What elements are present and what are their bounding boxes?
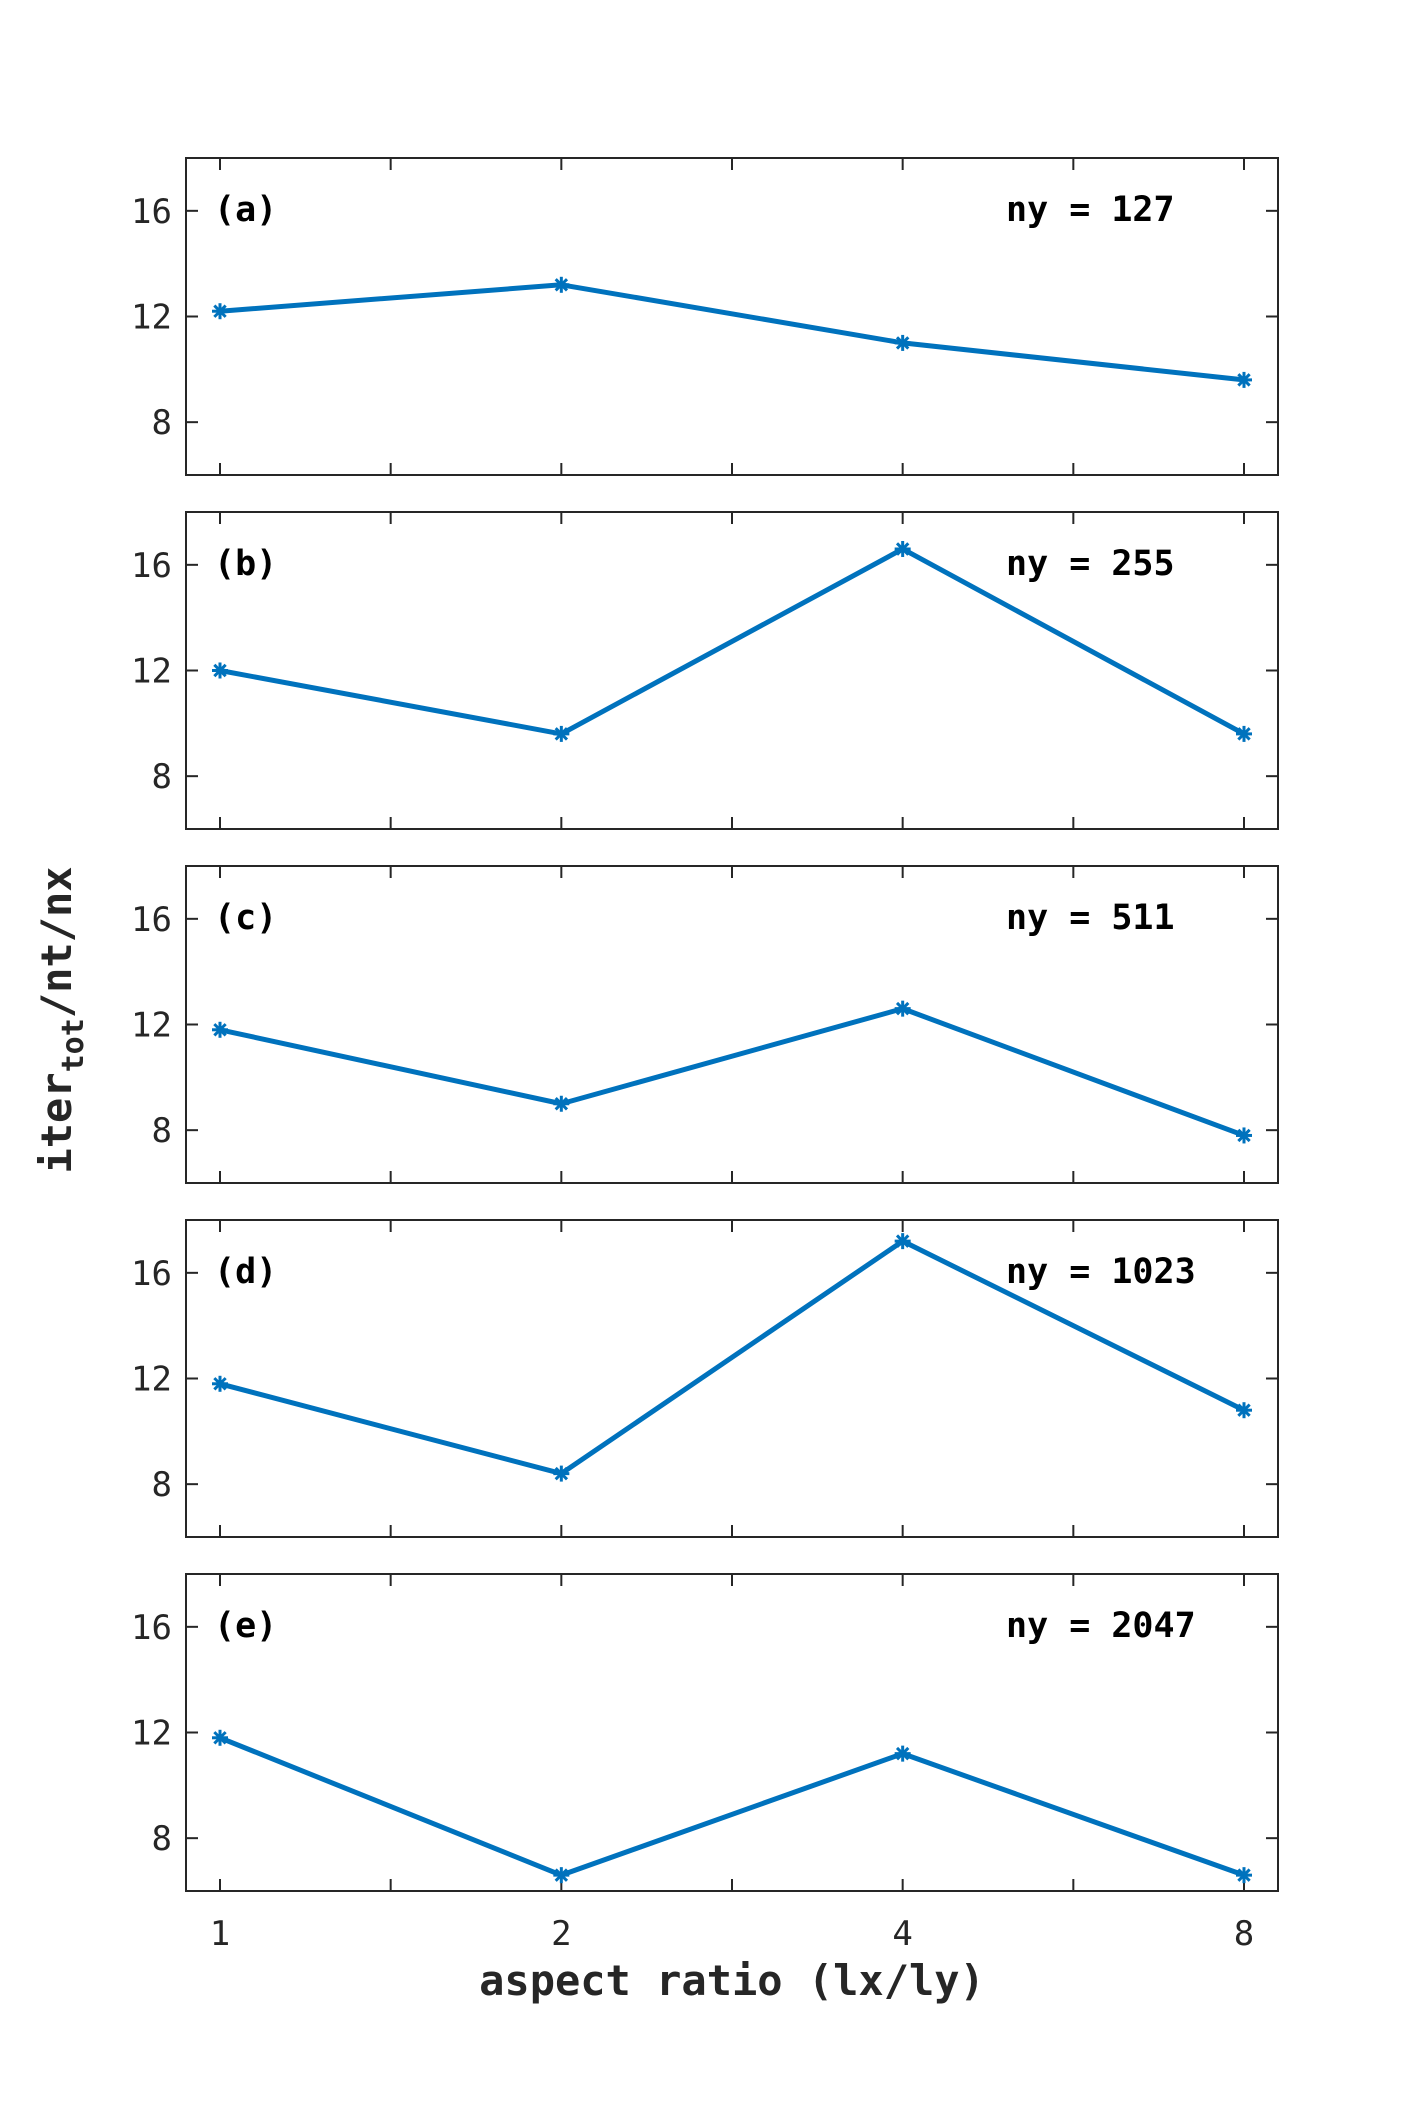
y-tick-label: 12 (131, 1006, 172, 1046)
x-tick-label: 1 (210, 1914, 230, 1954)
y-tick-label: 8 (152, 757, 172, 797)
data-point-stroke (213, 1023, 227, 1037)
data-point-stroke (895, 1001, 910, 1016)
data-point (1236, 371, 1252, 388)
series-line (219, 282, 1245, 383)
data-point (1236, 1402, 1252, 1419)
data-point (553, 1867, 570, 1884)
y-tick-label: 12 (131, 1360, 172, 1400)
panel-label: (b) (214, 544, 277, 584)
data-point-stroke (895, 1746, 910, 1761)
data-point-stroke (213, 1377, 227, 1391)
y-tick-label: 16 (131, 1254, 172, 1294)
y-axis-title-sub: tot (56, 1018, 91, 1072)
y-tick-label: 16 (131, 1608, 172, 1648)
data-point (212, 303, 228, 320)
panel-label: (d) (214, 1252, 277, 1292)
data-point (553, 1465, 570, 1482)
panel-e: 8 12 16 (e) ny = 2047 (131, 1573, 1279, 1892)
data-point-stroke (1237, 373, 1251, 387)
data-point-stroke (213, 663, 227, 678)
series-line (219, 1238, 1246, 1477)
data-point (1236, 1867, 1252, 1884)
data-point-stroke (554, 1868, 569, 1882)
panel-annotation: ny = 255 (1006, 544, 1175, 584)
y-tick-label: 12 (131, 298, 172, 338)
panel-annotation: ny = 1023 (1006, 1252, 1196, 1292)
y-tick-label: 8 (152, 1465, 172, 1505)
data-point (212, 1729, 228, 1746)
x-tick-label: 2 (551, 1914, 571, 1954)
y-tick-label: 12 (131, 1714, 172, 1754)
panel-label: (c) (214, 898, 277, 938)
y-tick-label: 8 (152, 1111, 172, 1151)
y-tick-label: 8 (152, 1819, 172, 1859)
data-point (1236, 1127, 1252, 1144)
y-tick-label: 12 (131, 652, 172, 692)
y-axis-title-rest: /nt/nx (32, 866, 81, 1018)
data-point-stroke (554, 727, 569, 741)
data-point-stroke (213, 1731, 227, 1745)
series-line (219, 1006, 1245, 1138)
data-point (553, 1095, 570, 1112)
data-point-stroke (895, 542, 910, 556)
data-point (553, 276, 570, 293)
panel-label: (e) (214, 1606, 277, 1646)
data-point-stroke (213, 304, 227, 318)
y-axis-title-main: iter (32, 1072, 81, 1173)
data-point (894, 1745, 911, 1762)
data-point-stroke (554, 278, 569, 292)
data-point (1236, 725, 1252, 742)
axes-box (185, 157, 1279, 476)
data-point-stroke (1237, 727, 1251, 741)
data-point-stroke (895, 1234, 910, 1248)
series-line (219, 1735, 1245, 1878)
y-axis-title: itertot/nt/nx (32, 866, 91, 1173)
panel-annotation: ny = 2047 (1006, 1606, 1196, 1646)
data-point-stroke (1237, 1128, 1251, 1143)
data-point (212, 1375, 228, 1392)
data-point (894, 334, 911, 351)
data-point-stroke (1237, 1868, 1251, 1882)
y-tick-label: 16 (131, 900, 172, 940)
axes-box (185, 1219, 1279, 1538)
axes-box (185, 865, 1279, 1184)
data-point-stroke (554, 1097, 569, 1111)
y-tick-label: 8 (152, 403, 172, 443)
x-tick-label: 4 (892, 1914, 912, 1954)
x-tick-label: 8 (1234, 1914, 1254, 1954)
panel-b: 8 12 16 (b) ny = 255 (131, 511, 1279, 830)
panel-a: 8 12 16 (a) ny = 127 (131, 157, 1279, 476)
panel-d: 8 12 16 (d) ny = 1023 (131, 1219, 1279, 1538)
x-axis-title: aspect ratio (lx/ly) (479, 1956, 985, 2005)
panel-label: (a) (214, 190, 277, 230)
data-point (894, 540, 911, 557)
data-point-stroke (1237, 1403, 1251, 1417)
data-point (894, 1233, 911, 1250)
data-point-stroke (895, 336, 910, 350)
data-point (553, 725, 570, 742)
panel-annotation: ny = 127 (1006, 190, 1175, 230)
panel-c: 8 12 16 (c) ny = 511 (131, 865, 1279, 1184)
data-point (894, 1000, 911, 1017)
series-line (219, 546, 1246, 737)
y-tick-label: 16 (131, 192, 172, 232)
data-point-stroke (554, 1466, 569, 1481)
y-tick-label: 16 (131, 546, 172, 586)
data-point (212, 1021, 228, 1038)
panel-annotation: ny = 511 (1006, 898, 1175, 938)
data-point (212, 662, 228, 679)
